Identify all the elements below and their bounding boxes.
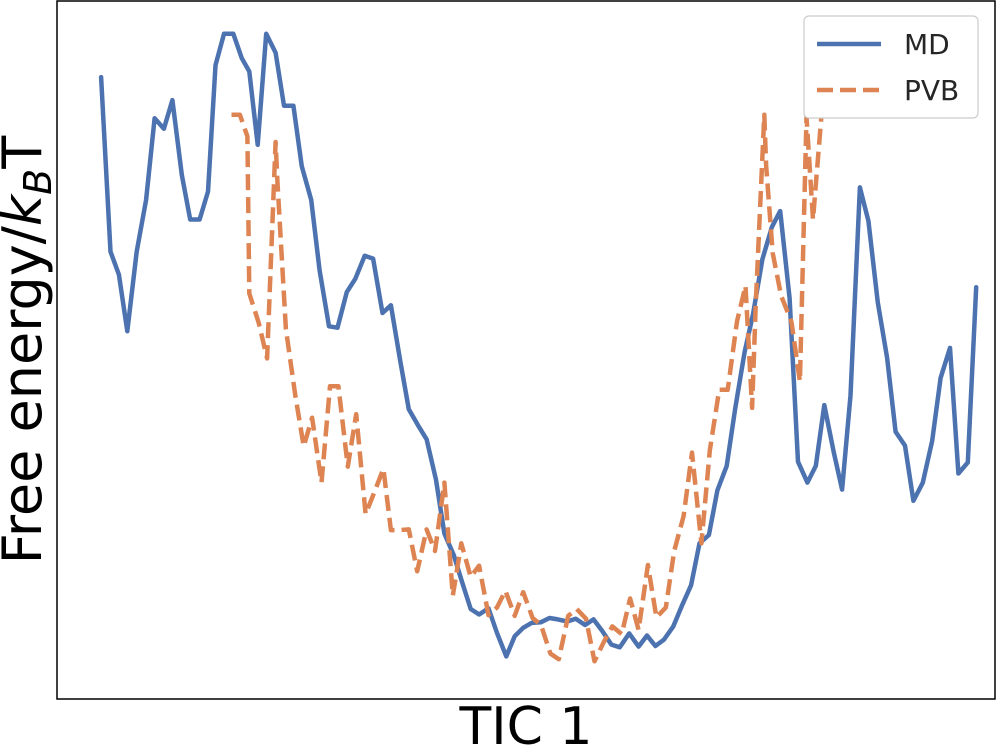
legend: MD PVB <box>803 15 979 119</box>
legend-box <box>803 15 979 119</box>
plot-area-frame <box>56 0 996 700</box>
y-axis-label: Free energy/kBT <box>0 135 60 564</box>
legend-label-md: MD <box>904 28 950 61</box>
series-layer <box>98 31 979 664</box>
legend-label-pvb: PVB <box>904 74 959 107</box>
series-line-md <box>98 31 979 659</box>
series-line-pvb <box>231 112 824 664</box>
x-axis-label: TIC 1 <box>458 697 592 746</box>
